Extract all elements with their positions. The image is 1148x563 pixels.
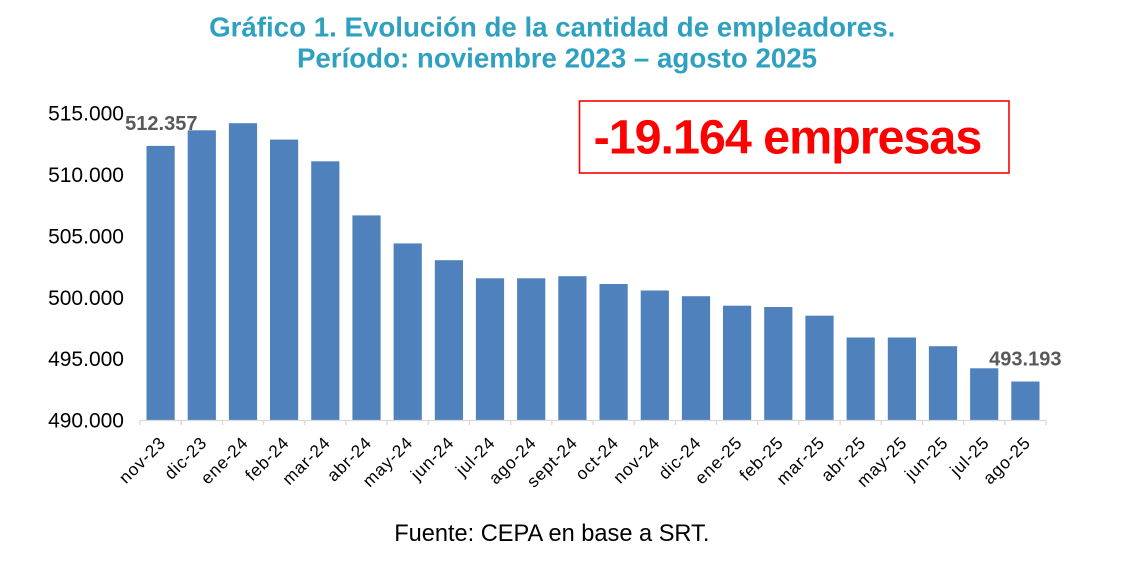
- svg-text:500.000: 500.000: [48, 287, 124, 310]
- svg-text:jun-24: jun-24: [406, 432, 458, 484]
- svg-text:Gráfico 1. Evolución de la can: Gráfico 1. Evolución de la cantidad de e…: [209, 12, 895, 43]
- svg-text:Fuente: CEPA en base a SRT.: Fuente: CEPA en base a SRT.: [394, 521, 709, 547]
- svg-text:-19.164 empresas: -19.164 empresas: [594, 110, 982, 164]
- svg-text:Período: noviembre 2023 – agos: Período: noviembre 2023 – agosto 2025: [297, 42, 817, 73]
- svg-text:490.000: 490.000: [48, 410, 124, 433]
- svg-text:510.000: 510.000: [48, 164, 124, 187]
- svg-text:nov-23: nov-23: [115, 432, 170, 487]
- svg-text:505.000: 505.000: [48, 225, 124, 248]
- svg-text:515.000: 515.000: [48, 103, 124, 126]
- svg-text:493.193: 493.193: [989, 349, 1061, 371]
- svg-text:512.357: 512.357: [125, 113, 197, 135]
- svg-text:nov-24: nov-24: [609, 432, 664, 487]
- svg-text:jun-25: jun-25: [900, 432, 952, 484]
- svg-text:495.000: 495.000: [48, 348, 124, 371]
